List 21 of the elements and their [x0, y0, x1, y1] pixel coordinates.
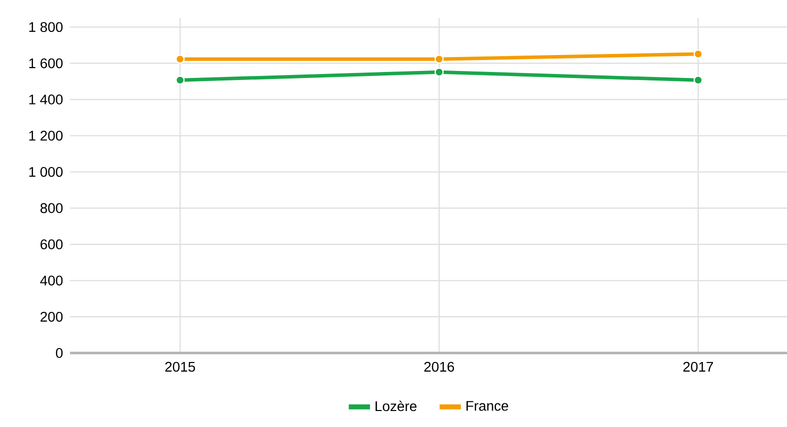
point [694, 49, 703, 59]
x-tick-label: 2017 [683, 362, 713, 372]
y-tick-label: 1 800 [29, 22, 63, 32]
x-tick-label: 2015 [165, 362, 196, 372]
legend-label: Lozère [376, 400, 417, 412]
y-tick-label: 400 [40, 276, 63, 286]
y-tick-label: 1 600 [29, 58, 63, 68]
y-tick-label: 1 400 [29, 94, 63, 104]
point [176, 76, 185, 85]
y-tick-label: 1 200 [29, 130, 63, 141]
x-tick-label: 2016 [424, 362, 454, 372]
point [694, 76, 703, 85]
y-tick-label: 600 [40, 239, 63, 250]
y-tick-label: 1 000 [29, 166, 63, 177]
legend-label: France [466, 401, 508, 411]
y-tick-label: 0 [56, 348, 63, 358]
point [176, 54, 185, 64]
point [434, 68, 444, 77]
point [434, 54, 444, 64]
y-tick-label: 200 [40, 312, 63, 322]
y-tick-label: 800 [40, 203, 63, 214]
